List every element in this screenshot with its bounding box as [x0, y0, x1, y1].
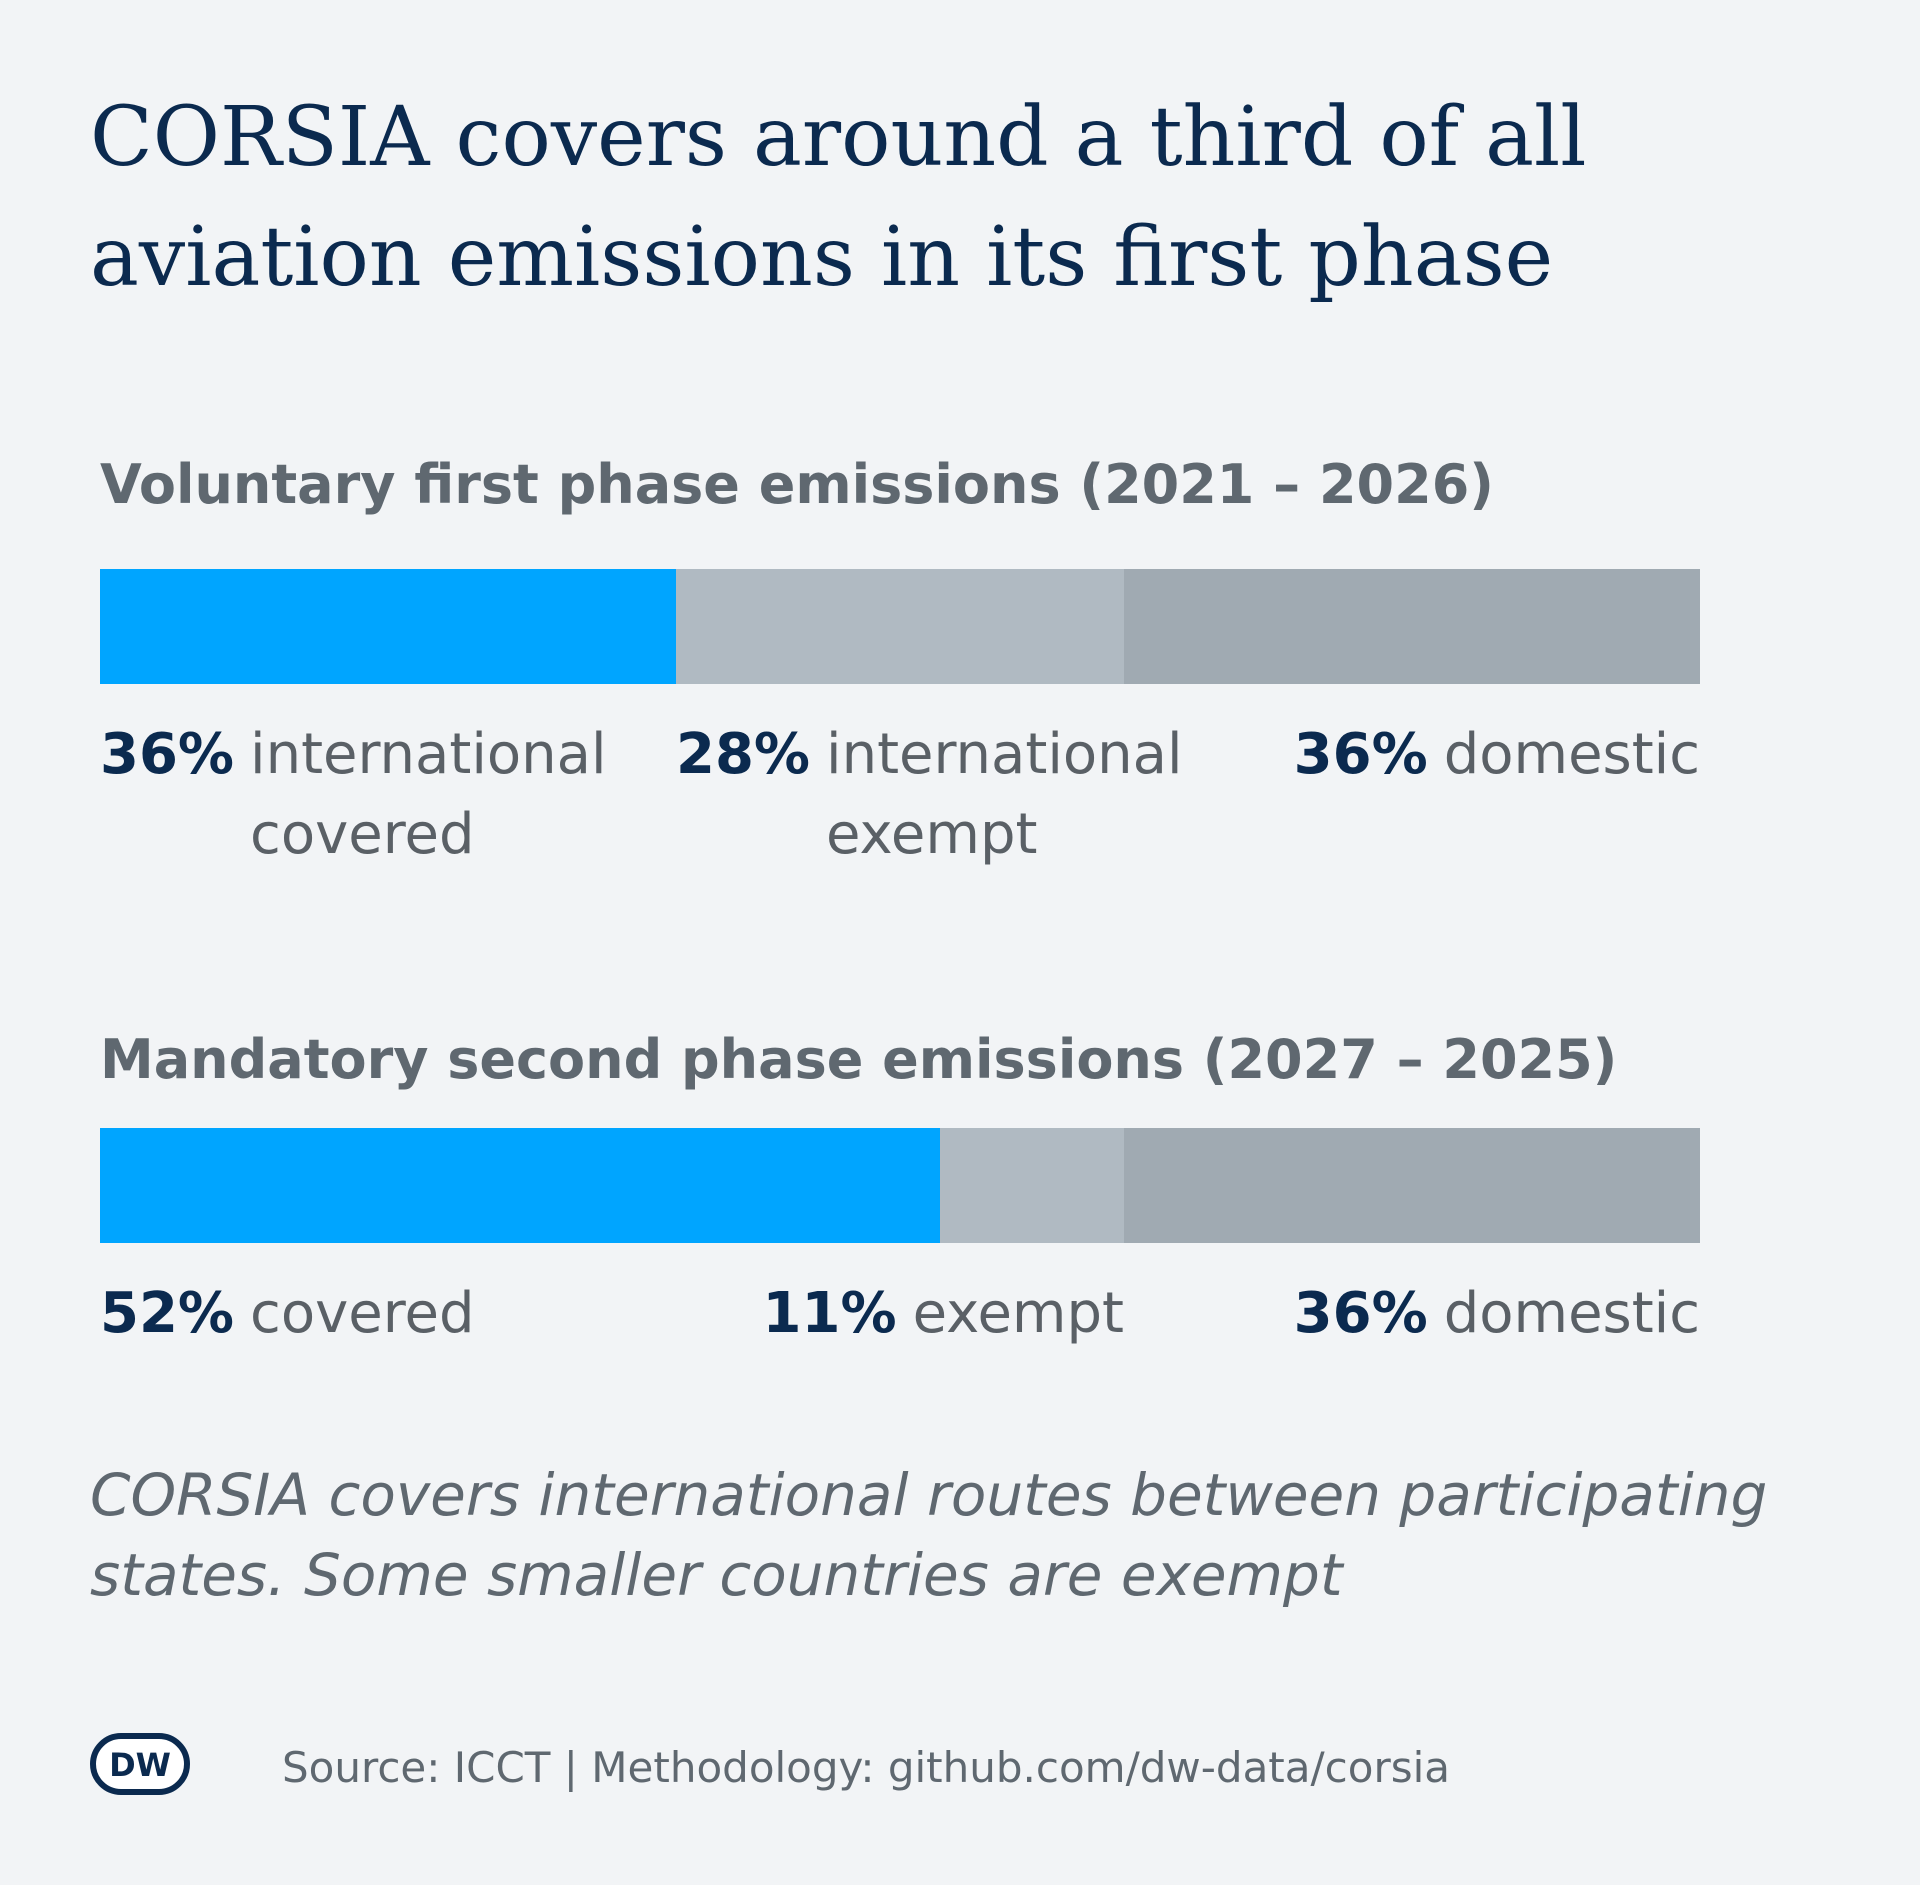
- dw-logo-text: DW: [109, 1746, 171, 1784]
- chart-2-segment-covered: [100, 1128, 940, 1243]
- chart-1-text-international-exempt: international exempt: [826, 722, 1183, 867]
- chart-1-segment-international-exempt: [676, 569, 1124, 684]
- chart-2-text-exempt: exempt: [912, 1281, 1124, 1346]
- chart-2-segment-domestic: [1124, 1128, 1700, 1243]
- chart-1-title: Voluntary first phase emissions (2021 – …: [100, 453, 1494, 516]
- chart-2-label-covered: 52% covered: [100, 1274, 474, 1354]
- dw-logo: DW: [90, 1733, 190, 1795]
- chart-2-segment-exempt: [940, 1128, 1124, 1243]
- chart-2-value-exempt: 11%: [762, 1281, 897, 1346]
- chart-2-label-domestic: 36% domestic: [1294, 1274, 1700, 1354]
- chart-1-text-international-covered: international covered: [250, 722, 607, 867]
- chart-1-value-domestic: 36%: [1293, 722, 1428, 787]
- chart-1-segment-international-covered: [100, 569, 676, 684]
- footnote: CORSIA covers international routes betwe…: [90, 1461, 1768, 1609]
- chart-2-label-exempt: 11% exempt: [763, 1274, 1124, 1354]
- chart-1-label-international-exempt: 28% international exempt: [676, 715, 1183, 875]
- chart-2-value-covered: 52%: [100, 1281, 235, 1346]
- chart-1-stacked-bar: [100, 569, 1700, 684]
- chart-2-title: Mandatory second phase emissions (2027 –…: [100, 1028, 1618, 1091]
- source-line: Source: ICCT | Methodology: github.com/d…: [282, 1743, 1451, 1792]
- chart-1-value-international-exempt: 28%: [676, 722, 811, 787]
- chart-1-segment-domestic: [1124, 569, 1700, 684]
- chart-2-value-domestic: 36%: [1293, 1281, 1428, 1346]
- chart-1-value-international-covered: 36%: [100, 722, 235, 787]
- chart-2-text-covered: covered: [250, 1281, 475, 1346]
- chart-1-text-domestic: domestic: [1443, 722, 1700, 787]
- chart-1-label-domestic: 36% domestic: [1294, 715, 1700, 795]
- chart-2-stacked-bar: [100, 1128, 1700, 1243]
- chart-title: CORSIA covers around a third of all avia…: [90, 90, 1587, 305]
- chart-1-label-international-covered: 36% international covered: [100, 715, 607, 875]
- chart-2-text-domestic: domestic: [1443, 1281, 1700, 1346]
